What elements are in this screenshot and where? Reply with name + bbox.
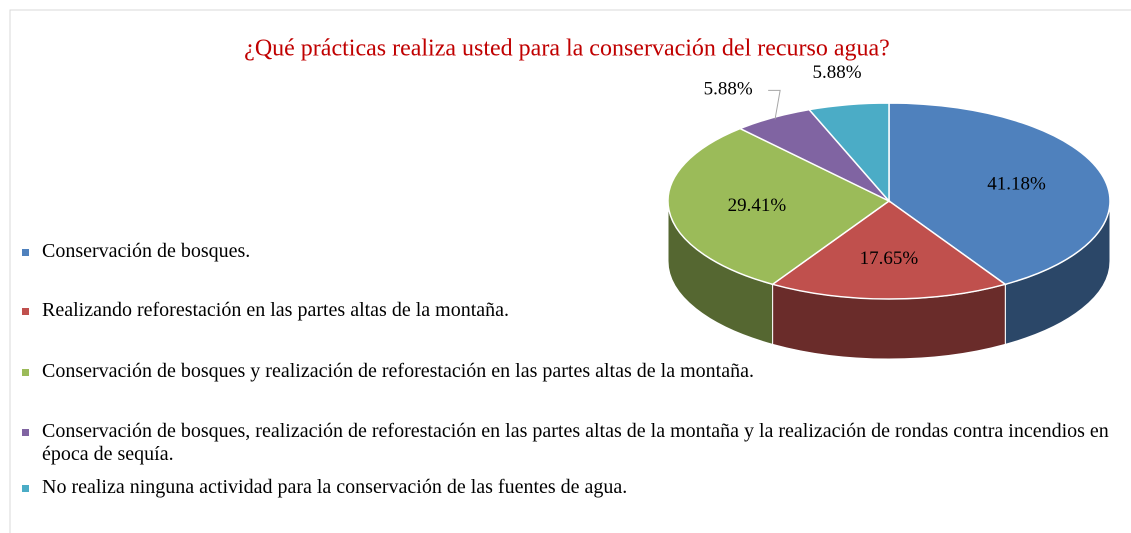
pie-slice: [770, 200, 1008, 300]
legend-item: Realizando reforestación en las partes a…: [22, 299, 1131, 322]
legend-swatch: [22, 429, 29, 436]
legend-item: No realiza ninguna actividad para la con…: [22, 476, 1131, 499]
leader-line: [768, 89, 781, 120]
legend-label: No realiza ninguna actividad para la con…: [42, 476, 628, 498]
legend-swatch: [22, 308, 29, 315]
pie-slice: [807, 102, 890, 203]
data-label: 41.18%: [987, 173, 1046, 194]
pie-slice: [888, 102, 1111, 286]
legend-label: Realizando reforestación en las partes a…: [42, 299, 510, 321]
legend-item: Conservación de bosques y realización de…: [22, 360, 1131, 383]
legend-label: Conservación de bosques, realización de …: [42, 420, 1109, 465]
legend-swatch: [22, 369, 29, 376]
data-label: 29.41%: [728, 195, 787, 216]
legend-swatch: [22, 249, 29, 256]
legend-label: Conservación de bosques.: [42, 240, 251, 262]
data-label: 5.88%: [813, 62, 862, 83]
pie-slice: [667, 127, 891, 286]
legend-label: Conservación de bosques y realización de…: [42, 360, 754, 382]
legend-swatch: [22, 485, 29, 492]
legend-item: Conservación de bosques.: [22, 240, 1131, 263]
legend-item: Conservación de bosques, realización de …: [22, 420, 1131, 466]
data-label: 5.88%: [704, 79, 753, 100]
data-label: 17.65%: [860, 248, 919, 269]
chart-title: ¿Qué prácticas realiza usted para la con…: [244, 36, 890, 62]
chart-border: [9, 9, 1131, 533]
